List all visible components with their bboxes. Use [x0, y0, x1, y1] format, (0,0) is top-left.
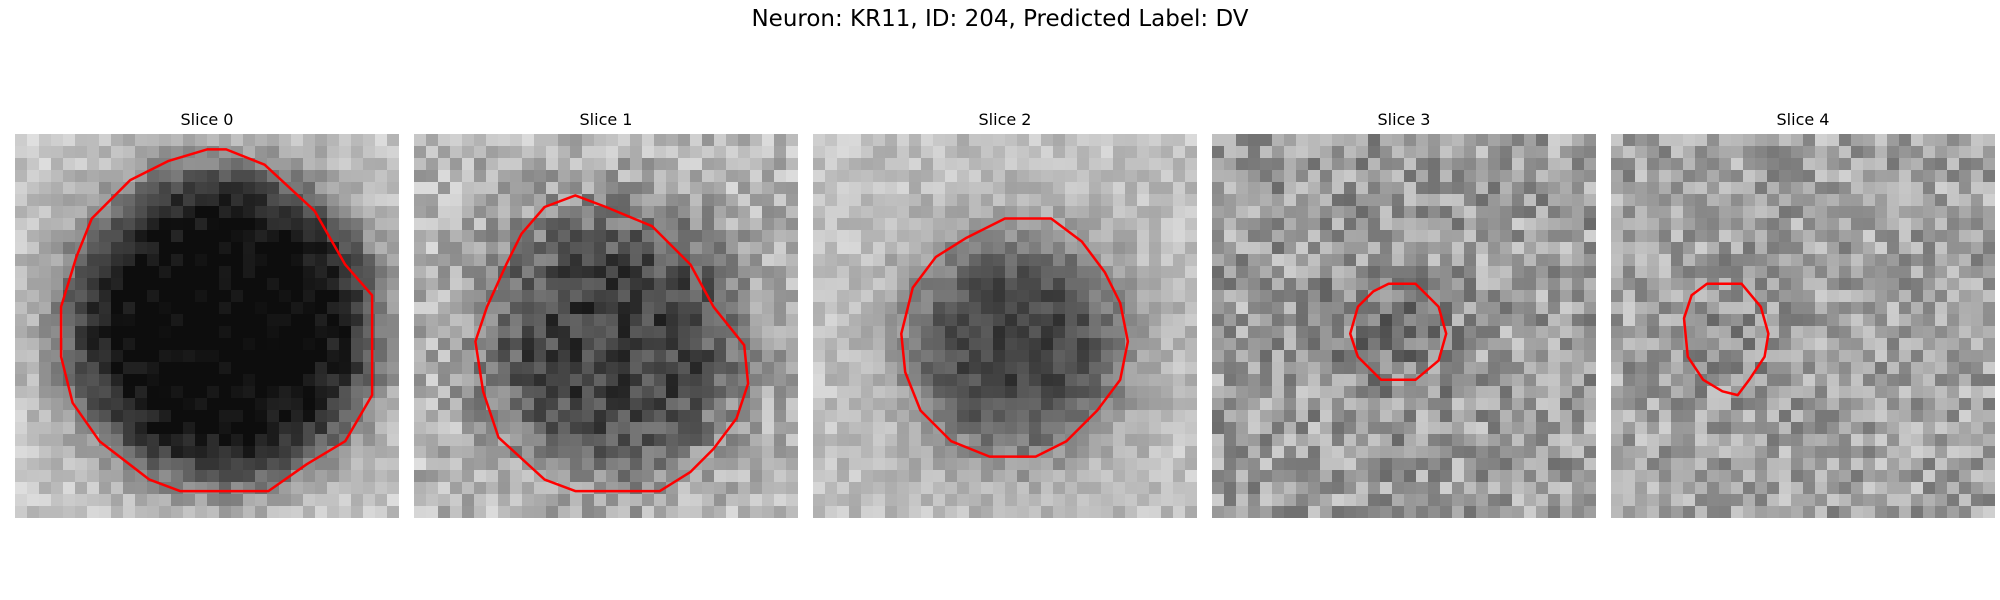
roi-contour [1348, 282, 1448, 382]
slice-title: Slice 3 [1377, 110, 1431, 129]
micrograph [414, 134, 798, 518]
slice-image [15, 134, 399, 518]
roi-contour [1682, 282, 1770, 397]
figure-title: Neuron: KR11, ID: 204, Predicted Label: … [751, 6, 1249, 32]
roi-contour [59, 148, 374, 493]
slice-image [813, 134, 1197, 518]
slice-image [414, 134, 798, 518]
micrograph [1611, 134, 1995, 518]
slice-title: Slice 2 [978, 110, 1032, 129]
roi-contour [900, 217, 1130, 458]
slice-title: Slice 1 [579, 110, 633, 129]
slice-title: Slice 0 [180, 110, 234, 129]
micrograph [813, 134, 1197, 518]
micrograph [1212, 134, 1596, 518]
slice-image [1212, 134, 1596, 518]
slice-title: Slice 4 [1776, 110, 1830, 129]
roi-contour [474, 194, 750, 493]
slice-image [1611, 134, 1995, 518]
micrograph [15, 134, 399, 518]
